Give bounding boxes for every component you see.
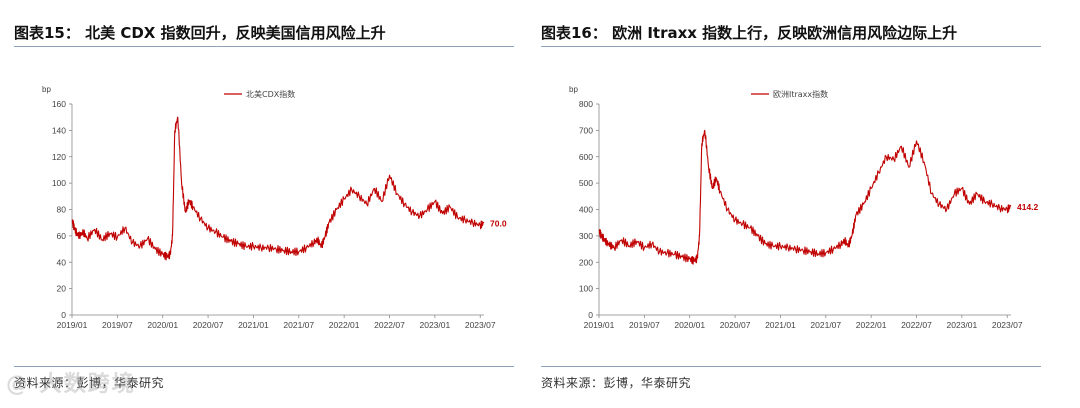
x-tick-label: 2023/07	[992, 320, 1023, 330]
x-tick-label: 2019/07	[102, 320, 133, 330]
x-tick-label: 2019/07	[629, 320, 660, 330]
y-axis-unit-label: bp	[42, 85, 51, 94]
y-tick-label: 400	[579, 205, 593, 215]
x-tick-label: 2021/01	[765, 320, 796, 330]
legend-label: 欧洲Itraxx指数	[773, 89, 828, 99]
x-tick-label: 2019/01	[584, 320, 615, 330]
x-tick-label: 2022/01	[856, 320, 887, 330]
chart-panel-itraxx: 图表16： 欧洲 Itraxx 指数上行，反映欧洲信用风险边际上升 bp 0 100…	[541, 0, 1041, 408]
x-tick-label: 2022/07	[901, 320, 932, 330]
y-tick-label: 0	[588, 310, 593, 320]
y-tick-label: 40	[57, 257, 67, 267]
source-note-cdx: 资料来源：彭博，华泰研究	[14, 376, 165, 390]
legend-label: 北美CDX指数	[246, 89, 295, 99]
y-tick-label: 80	[57, 205, 67, 215]
title-divider	[14, 46, 514, 47]
chart-title-cdx: 图表15： 北美 CDX 指数回升，反映美国信用风险上升	[14, 24, 386, 42]
source-divider	[541, 366, 1041, 367]
y-tick-label: 500	[579, 178, 593, 188]
x-tick-label: 2020/07	[193, 320, 224, 330]
chart-title-itraxx: 图表16： 欧洲 Itraxx 指数上行，反映欧洲信用风险边际上升	[541, 24, 958, 42]
series-line	[598, 129, 1012, 265]
y-tick-label: 300	[579, 231, 593, 241]
y-tick-label: 100	[579, 284, 593, 294]
x-tick-label: 2023/07	[465, 320, 496, 330]
x-tick-label: 2022/01	[329, 320, 360, 330]
x-tick-label: 2022/07	[374, 320, 405, 330]
y-tick-label: 160	[52, 99, 66, 109]
y-tick-label: 600	[579, 152, 593, 162]
x-tick-label: 2023/01	[419, 320, 450, 330]
cdx-line-chart: bp 0 20 40 60 80 100 120 140 160 2019/01 2019/07 202…	[42, 85, 507, 330]
y-tick-label: 700	[579, 125, 593, 135]
chart-panel-cdx: 图表15： 北美 CDX 指数回升，反映美国信用风险上升 bp 0 20 40 60 80…	[14, 0, 514, 408]
y-tick-label: 800	[579, 99, 593, 109]
source-divider	[14, 366, 514, 367]
y-tick-label: 0	[61, 310, 66, 320]
title-divider	[541, 46, 1041, 47]
x-tick-label: 2021/07	[283, 320, 314, 330]
x-tick-label: 2020/07	[720, 320, 751, 330]
x-tick-label: 2021/01	[238, 320, 269, 330]
x-tick-label: 2019/01	[57, 320, 88, 330]
series-end-value-label: 414.2	[1017, 202, 1039, 212]
y-tick-label: 60	[57, 231, 67, 241]
y-tick-label: 120	[52, 152, 66, 162]
x-tick-label: 2020/01	[674, 320, 705, 330]
itraxx-line-chart: bp 0 100 200 300 400 500 600 700 800 2019/01 2019/0…	[569, 85, 1039, 330]
y-axis-unit-label: bp	[569, 85, 578, 94]
y-tick-label: 200	[579, 257, 593, 267]
y-tick-label: 100	[52, 178, 66, 188]
watermark-logo: @ 大数跨境	[6, 372, 136, 397]
y-tick-label: 20	[57, 284, 67, 294]
y-tick-label: 140	[52, 125, 66, 135]
x-tick-label: 2023/01	[946, 320, 977, 330]
x-tick-label: 2020/01	[147, 320, 178, 330]
source-note-itraxx: 资料来源：彭博，华泰研究	[541, 376, 692, 390]
x-tick-label: 2021/07	[810, 320, 841, 330]
series-end-value-label: 70.0	[490, 219, 507, 229]
series-line	[71, 116, 485, 261]
